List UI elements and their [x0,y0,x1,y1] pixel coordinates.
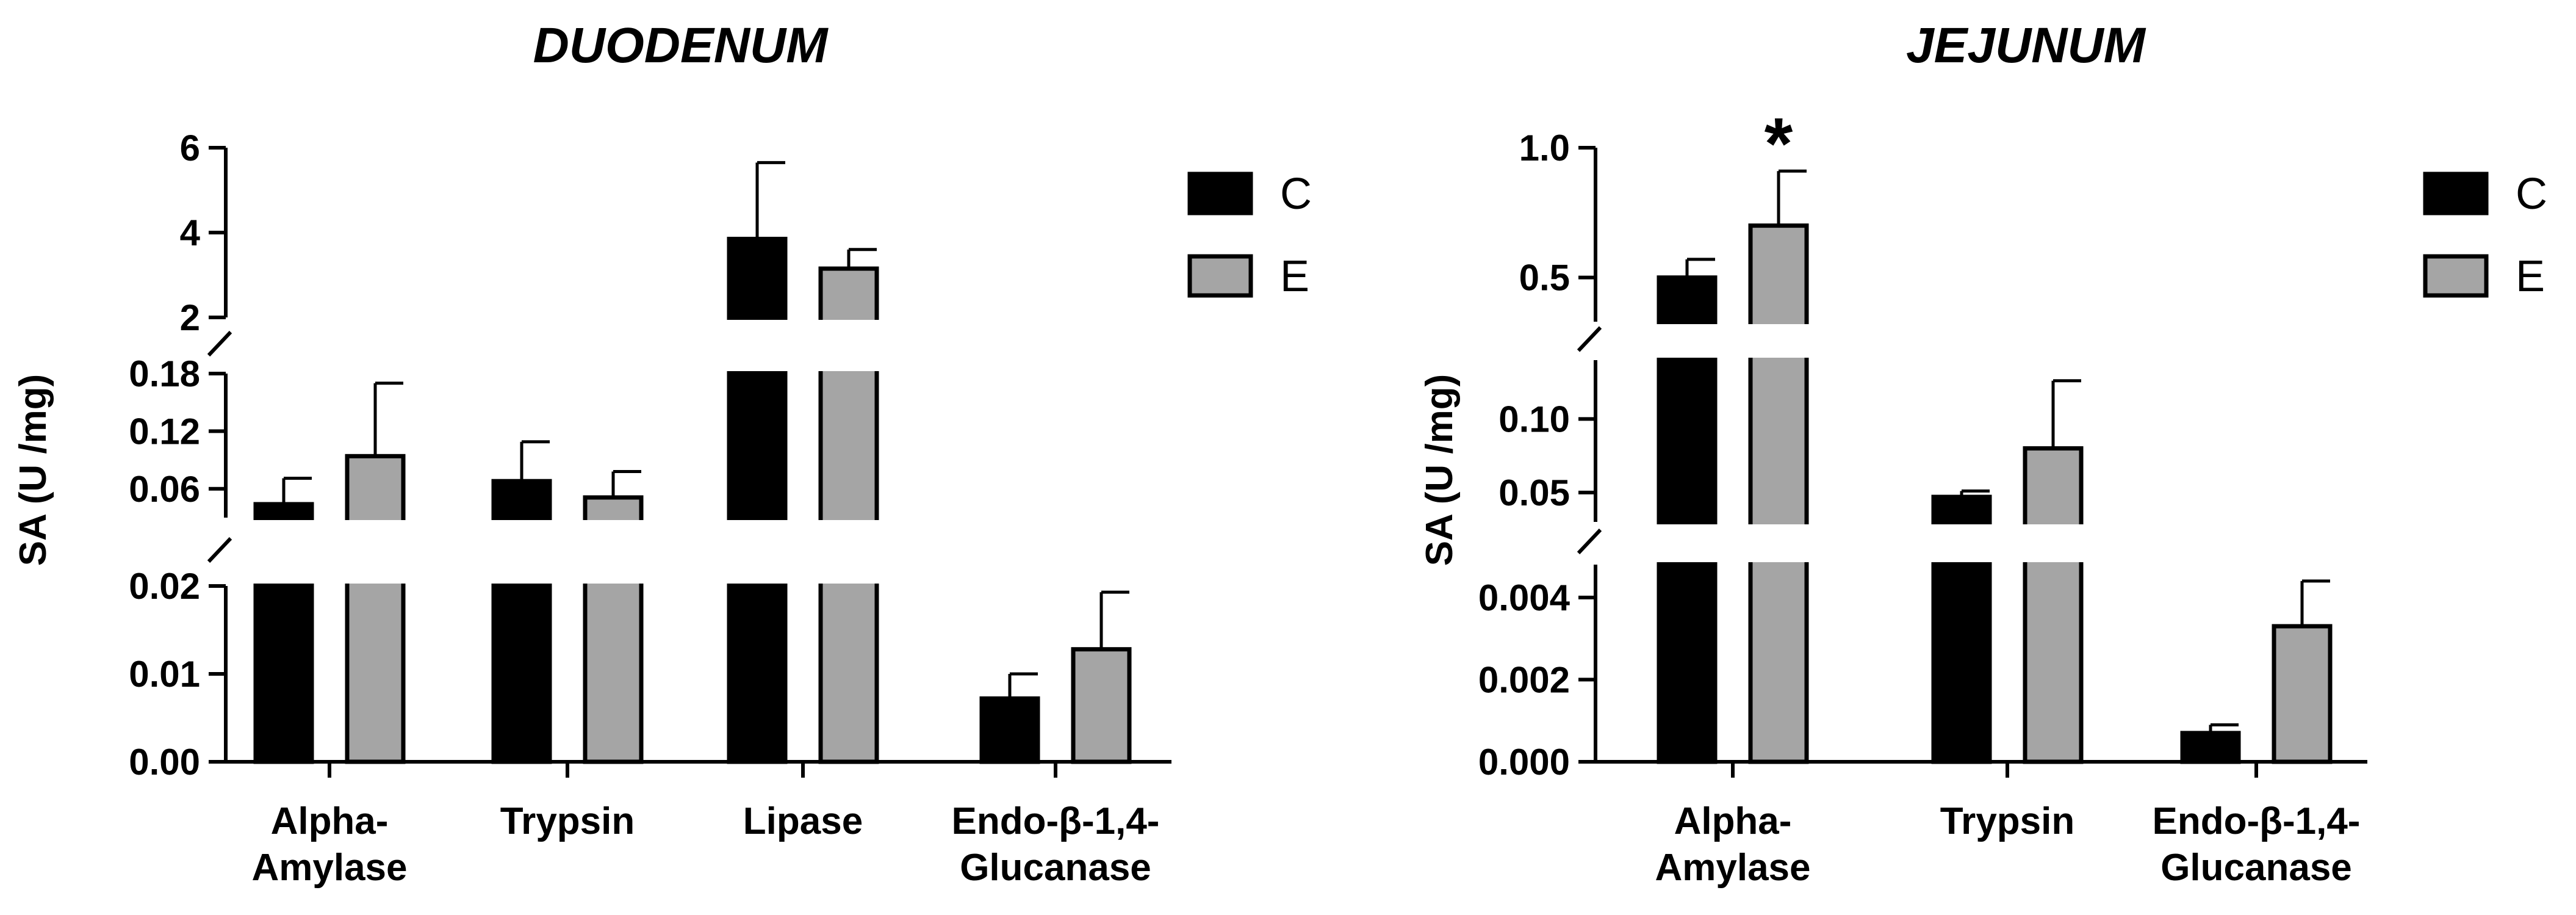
y-tick-label: 1.0 [1519,128,1570,168]
y-tick-label: 2 [180,297,200,338]
chart-panel-duodenum: DUODENUM SA (U /mg) 0.00 0.01 0.02 0.06 0.12 0.… [12,18,1312,889]
y-tick-label: 0.05 [1498,472,1570,513]
y-tick-label: 0.5 [1519,258,1570,298]
x-category-label: Endo-β-1,4- [2153,800,2361,842]
y-tick-label: 4 [180,212,201,253]
bar-c-2 [727,236,788,764]
legend-label-e: E [1280,252,1309,301]
bar-e-3 [1071,647,1132,764]
legend-swatch-c [1187,172,1253,215]
y-tick-label: 0.12 [129,411,200,452]
y-tick-label: 0.002 [1478,659,1570,700]
legend-label-c: C [2516,170,2547,219]
y-tick-label: 0.02 [129,566,200,607]
axis-break-mark [1577,326,1602,352]
x-category-label: Alpha- [1674,800,1792,842]
legend-swatch-c [2423,172,2489,215]
x-category-label: Alpha- [271,800,389,842]
axis-break-mark [1577,528,1602,555]
y-axis-label: SA (U /mg) [1419,374,1461,566]
x-category-label: Trypsin [500,800,635,842]
x-category-label: Amylase [251,847,407,889]
y-tick-label: 6 [180,128,200,168]
y-tick-label: 0.01 [129,654,200,695]
legend-label-c: C [1280,170,1312,219]
x-category-label: Glucanase [960,847,1151,889]
axis-break-mark [207,537,232,563]
bar-c-2 [2180,731,2241,764]
axis-break-gap [201,320,1171,371]
y-tick-label: 0.10 [1498,399,1570,439]
axis-break-mark [207,330,232,357]
chart-title: JEJUNUM [1906,18,2146,73]
x-category-label: Endo-β-1,4- [952,800,1160,842]
legend-label-e: E [2516,252,2545,301]
axis-break-gap [1571,324,2367,358]
significance-marker: * [1765,103,1793,184]
bar-e-1 [2023,446,2084,764]
legend-swatch-e [1187,254,1253,298]
bar-c-3 [979,696,1040,764]
x-category-label: Trypsin [1940,800,2075,842]
y-tick-label: 0.18 [129,353,200,394]
y-tick-label: 0.06 [129,469,200,510]
bar-e-2 [2272,624,2333,764]
y-tick-label: 0.000 [1478,742,1570,783]
x-category-label: Amylase [1655,847,1810,889]
chart-title: DUODENUM [533,18,829,73]
axis-break-gap [1571,524,2367,562]
y-tick-label: 0.00 [129,742,200,783]
x-category-label: Lipase [743,800,863,842]
axis-break-gap [201,520,1171,584]
x-category-label: Glucanase [2160,847,2352,889]
bar-e-0 [1748,223,1809,764]
y-axis-label: SA (U /mg) [12,374,54,566]
bar-e-0 [345,454,406,764]
legend-swatch-e [2423,254,2489,298]
y-tick-label: 0.004 [1478,577,1570,618]
